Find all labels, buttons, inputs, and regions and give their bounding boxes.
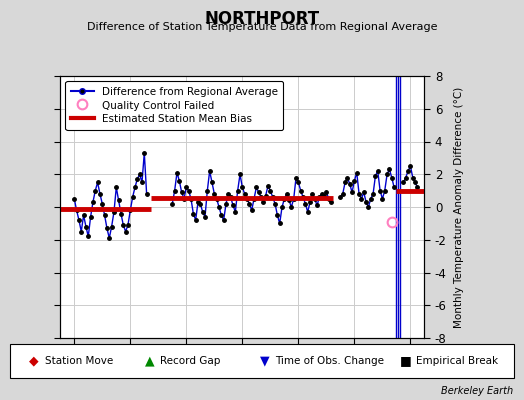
Text: ■: ■ — [400, 354, 412, 368]
Text: Empirical Break: Empirical Break — [416, 356, 498, 366]
Text: Berkeley Earth: Berkeley Earth — [441, 386, 514, 396]
Text: ▼: ▼ — [260, 354, 269, 368]
Y-axis label: Monthly Temperature Anomaly Difference (°C): Monthly Temperature Anomaly Difference (… — [454, 86, 464, 328]
Legend: Difference from Regional Average, Quality Control Failed, Estimated Station Mean: Difference from Regional Average, Qualit… — [66, 81, 283, 130]
Text: ◆: ◆ — [29, 354, 39, 368]
Text: Time of Obs. Change: Time of Obs. Change — [275, 356, 384, 366]
Text: NORTHPORT: NORTHPORT — [204, 10, 320, 28]
Text: Station Move: Station Move — [45, 356, 113, 366]
Text: Difference of Station Temperature Data from Regional Average: Difference of Station Temperature Data f… — [87, 22, 437, 32]
Text: Record Gap: Record Gap — [160, 356, 220, 366]
Text: ▲: ▲ — [145, 354, 154, 368]
